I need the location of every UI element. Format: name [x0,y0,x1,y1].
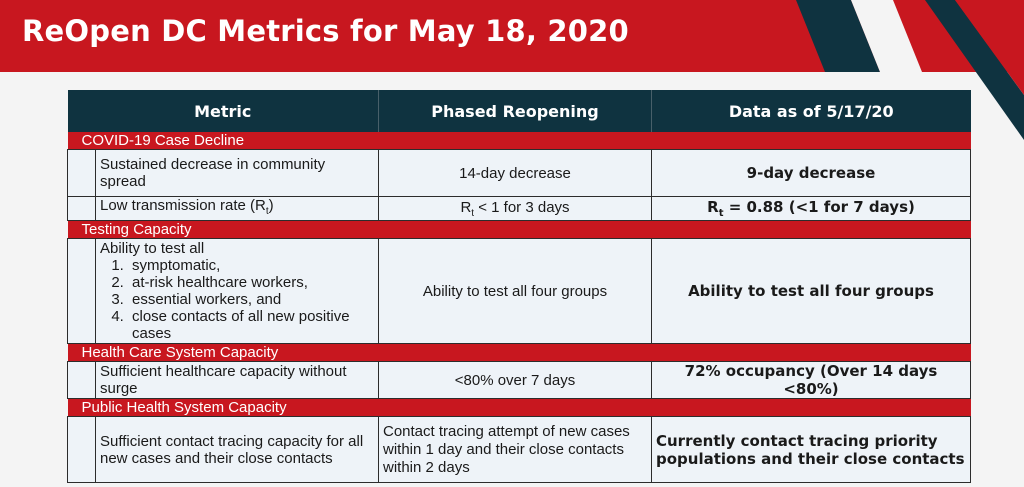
table-header-row: Metric Phased Reopening Data as of 5/17/… [67,90,971,132]
phased-cell: <80% over 7 days [378,361,652,399]
section-row: Public Health System Capacity [67,398,971,417]
metrics-table: Metric Phased Reopening Data as of 5/17/… [67,90,971,483]
header-phased-reopening: Phased Reopening [378,90,652,132]
phased-text-end: < 1 for 3 days [474,198,570,216]
metric-intro: Ability to test all [100,240,205,257]
data-cell: Rt = 0.88 (<1 for 7 days) [651,196,971,221]
indent-cell [67,361,96,399]
data-text-end: = 0.88 (<1 for 7 days) [723,198,915,216]
table-row: Sufficient healthcare capacity without s… [67,361,971,399]
table-row: Low transmission rate (Rt) Rt < 1 for 3 … [67,196,971,221]
subscript: t [718,208,724,219]
table-row: Sufficient contact tracing capacity for … [67,416,971,483]
phased-cell: 14-day decrease [378,149,652,197]
indent-cell [67,196,96,221]
metric-cell: Low transmission rate (Rt) [95,196,379,221]
table-row: Ability to test all symptomatic, at-risk… [67,238,971,344]
section-row: Health Care System Capacity [67,343,971,362]
metric-cell: Sufficient healthcare capacity without s… [95,361,379,399]
list-item: at-risk healthcare workers, [128,274,374,291]
metric-cell: Sustained decrease in community spread [95,149,379,197]
section-label-public-health: Public Health System Capacity [67,398,971,417]
metric-cell: Ability to test all symptomatic, at-risk… [95,238,379,344]
data-cell: Ability to test all four groups [651,238,971,344]
list-item: essential workers, and [128,291,374,308]
subscript: t [265,206,269,217]
indent-cell [67,149,96,197]
phased-cell: Rt < 1 for 3 days [378,196,652,221]
subscript: t [471,207,475,219]
metric-text-end: ) [268,197,274,214]
section-row: Testing Capacity [67,220,971,239]
header-data-as-of: Data as of 5/17/20 [651,90,971,132]
data-cell: Currently contact tracing priority popul… [651,416,971,483]
phased-text: R [460,198,472,216]
phased-cell: Contact tracing attempt of new cases wit… [378,416,652,483]
list-item: close contacts of all new positive cases [128,308,374,342]
list-item: symptomatic, [128,257,374,274]
metric-text: Low transmission rate (R [100,197,266,214]
title-banner: ReOpen DC Metrics for May 18, 2020 [0,0,1024,72]
section-label-testing: Testing Capacity [67,220,971,239]
indent-cell [67,416,96,483]
header-metric: Metric [67,90,379,132]
section-label-case-decline: COVID-19 Case Decline [67,132,971,150]
table-row: Sustained decrease in community spread 1… [67,149,971,197]
data-text: R [707,198,719,216]
indent-cell [67,238,96,344]
testing-groups-list: symptomatic, at-risk healthcare workers,… [100,257,374,342]
section-label-health-care: Health Care System Capacity [67,343,971,362]
metric-cell: Sufficient contact tracing capacity for … [95,416,379,483]
page-title: ReOpen DC Metrics for May 18, 2020 [22,14,629,48]
data-cell: 72% occupancy (Over 14 days <80%) [651,361,971,399]
section-row: COVID-19 Case Decline [67,132,971,150]
phased-cell: Ability to test all four groups [378,238,652,344]
data-cell: 9-day decrease [651,149,971,197]
